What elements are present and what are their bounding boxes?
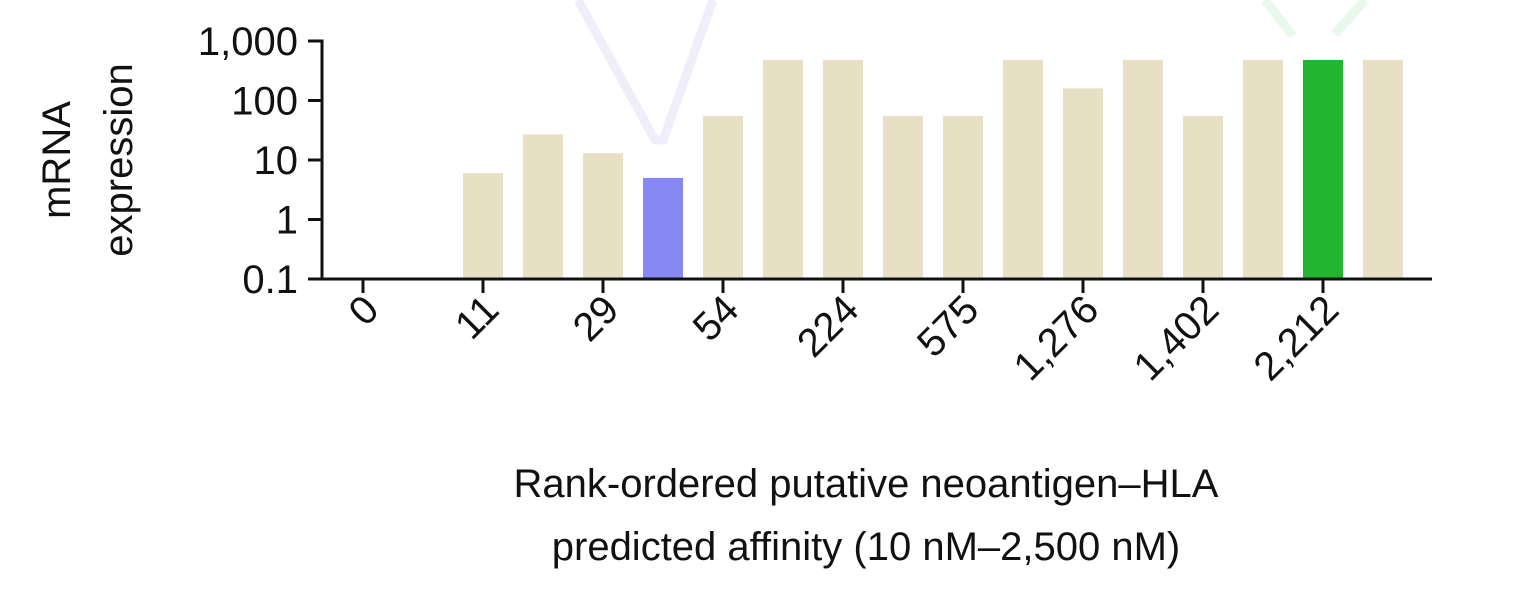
x-tick-label-3: 54 <box>685 287 748 350</box>
highlight-connectors <box>574 0 1369 145</box>
bar-8 <box>823 59 863 280</box>
y-tick-label-3: 100 <box>231 80 298 124</box>
bar-15 <box>1243 59 1283 280</box>
y-tick-label-4: 1,000 <box>198 20 298 64</box>
x-tick-label-1: 11 <box>447 287 507 347</box>
x-axis-title-line-1: Rank-ordered putative neoantigen–HLA <box>514 462 1219 506</box>
green-bar-connector-left <box>1261 0 1297 39</box>
x-tick-label-6: 1,276 <box>1005 287 1107 389</box>
x-tick-label-8: 2,212 <box>1245 287 1347 389</box>
y-axis-ticks: 0.1 1 10 100 1,000 <box>198 20 322 302</box>
x-tick-label-2: 29 <box>565 287 628 350</box>
x-tick-label-0: 0 <box>341 287 388 334</box>
bar-3 <box>523 134 563 279</box>
bar-9 <box>883 115 923 279</box>
green-bar-connector-right <box>1331 0 1369 37</box>
x-tick-label-4: 224 <box>789 287 867 365</box>
bar-14 <box>1183 115 1223 279</box>
y-tick-label-0: 0.1 <box>242 258 298 302</box>
bar-6 <box>703 115 743 279</box>
x-axis-ticks: 0 11 29 54 224 575 1,276 1,402 2,212 <box>341 279 1347 389</box>
y-tick-label-2: 10 <box>254 139 299 183</box>
y-tick-label-1: 1 <box>276 199 298 243</box>
bar-7 <box>763 59 803 280</box>
bar-11 <box>1003 59 1043 280</box>
y-axis-title-line-2: expression <box>97 63 141 256</box>
y-axis-title-line-1: mRNA <box>35 101 79 219</box>
bar-17 <box>1363 59 1403 280</box>
bar-16 <box>1303 59 1343 280</box>
bar-10 <box>943 115 983 279</box>
bar-13 <box>1123 59 1163 280</box>
x-axis-title-line-2: predicted affinity (10 nM–2,500 nM) <box>552 525 1181 569</box>
bar-4 <box>583 153 623 279</box>
bar-2 <box>463 173 503 279</box>
x-tick-label-7: 1,402 <box>1125 287 1227 389</box>
x-tick-label-5: 575 <box>909 287 987 365</box>
bar-5 <box>643 177 683 279</box>
bar-series <box>463 59 1403 280</box>
blue-bar-connector <box>574 0 718 145</box>
bar-12 <box>1063 88 1103 279</box>
